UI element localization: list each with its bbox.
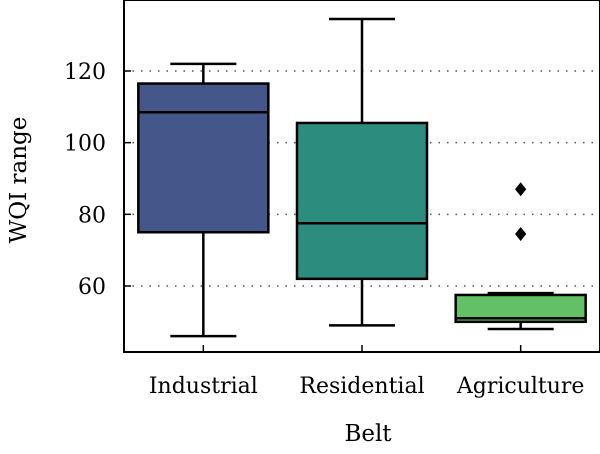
boxes <box>137 17 587 338</box>
x-tick-label: Residential <box>299 374 424 399</box>
y-axis: 60 80 100 120 <box>64 60 131 300</box>
x-axis-title: Belt <box>344 421 392 447</box>
box-industrial <box>137 62 270 338</box>
outlier-point <box>515 182 527 197</box>
x-tick-label: Agriculture <box>456 374 585 399</box>
iqr-box <box>137 82 270 234</box>
y-tick-label: 60 <box>78 275 106 300</box>
y-tick-label: 120 <box>64 60 106 85</box>
x-axis: Industrial Residential Agriculture <box>149 345 585 399</box>
y-tick-label: 100 <box>64 132 106 157</box>
iqr-box <box>295 121 429 281</box>
x-tick-label: Industrial <box>149 374 258 399</box>
y-axis-title: WQI range <box>6 117 32 244</box>
box-residential <box>295 17 429 327</box>
box-agriculture <box>454 182 587 331</box>
y-tick-label: 80 <box>78 203 106 228</box>
outlier-point <box>515 227 527 242</box>
